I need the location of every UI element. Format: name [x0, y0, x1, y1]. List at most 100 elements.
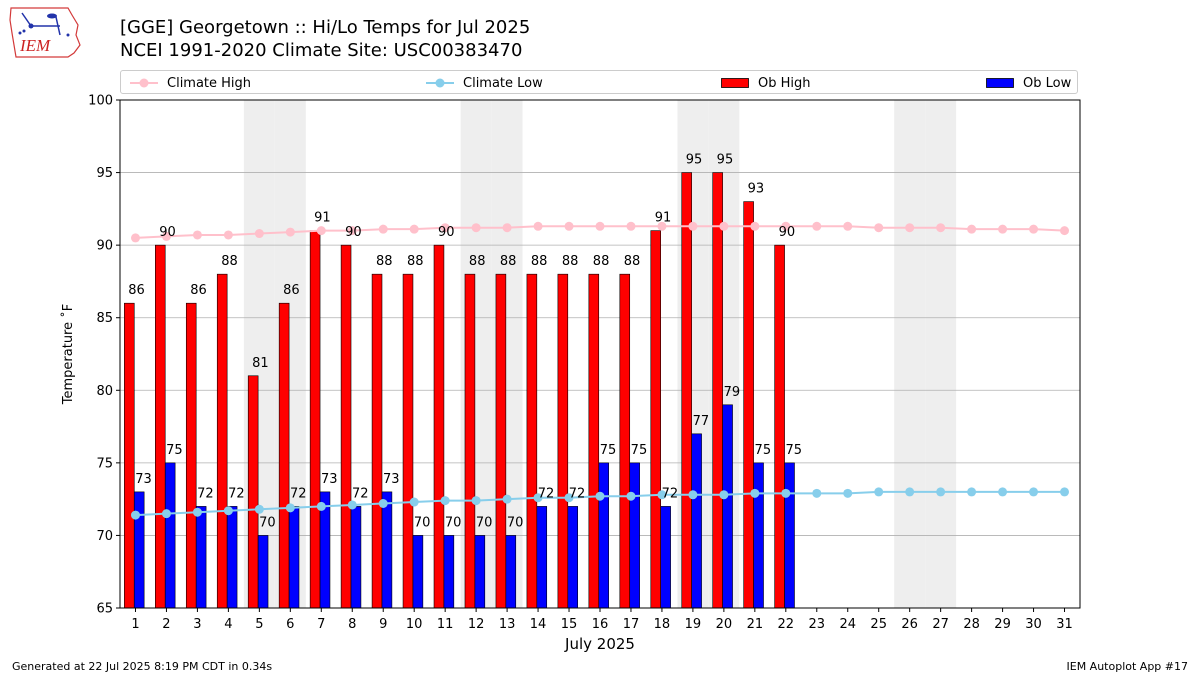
- ob-low-bar-13: [505, 535, 517, 609]
- ob-low-label-1: 73: [135, 472, 152, 487]
- ob-high-bar-1: [124, 302, 135, 609]
- x-tick-label-19: 19: [685, 617, 702, 632]
- ob-low-label-10: 70: [414, 515, 431, 530]
- x-tick-label-15: 15: [561, 617, 578, 632]
- ob-low-label-4: 72: [228, 486, 245, 501]
- x-tick-label-26: 26: [901, 617, 918, 632]
- legend-item-ob-low: Ob Low: [986, 74, 1071, 92]
- climate-high-point-14: [533, 221, 543, 231]
- climate-low-point-15: [564, 493, 574, 503]
- x-tick-label-2: 2: [162, 617, 170, 632]
- climate-high-point-18: [657, 221, 667, 231]
- climate-high-point-15: [564, 221, 574, 231]
- ob-high-label-18: 91: [655, 211, 672, 226]
- climate-low-point-28: [967, 487, 977, 497]
- x-tick-label-30: 30: [1025, 617, 1042, 632]
- ob-high-label-10: 88: [407, 254, 424, 269]
- ob-low-label-5: 70: [259, 515, 276, 530]
- x-axis-label: July 2025: [564, 635, 635, 653]
- x-tick-label-28: 28: [963, 617, 980, 632]
- ob-high-bar-3: [185, 302, 197, 609]
- legend-label-ob-low: Ob Low: [1023, 75, 1072, 91]
- ob-high-bar-4: [216, 273, 228, 609]
- climate-high-point-11: [440, 223, 450, 233]
- x-tick-label-22: 22: [778, 617, 795, 632]
- climate-high-point-20: [719, 221, 729, 231]
- climate-low-point-2: [161, 509, 171, 519]
- climate-low-point-22: [781, 488, 791, 498]
- ob-low-label-7: 73: [321, 472, 338, 487]
- climate-low-point-29: [998, 487, 1008, 497]
- ob-high-bar-19: [681, 172, 692, 609]
- climate-low-point-17: [626, 491, 636, 501]
- ob-high-bar-15: [557, 273, 569, 609]
- climate-low-point-26: [905, 487, 915, 497]
- climate-low-point-12: [471, 496, 481, 506]
- ob-high-label-4: 88: [221, 254, 238, 269]
- climate-high-point-5: [254, 229, 264, 239]
- ob-high-bar-5: [247, 375, 259, 609]
- ob-low-bar-1: [133, 491, 145, 609]
- climate-low-point-10: [409, 497, 419, 507]
- x-tick-label-27: 27: [932, 617, 949, 632]
- ob-low-bar-15: [567, 506, 579, 609]
- ob-high-label-8: 90: [345, 225, 362, 240]
- ob-high-label-2: 90: [159, 225, 176, 240]
- ob-low-bar-6: [288, 506, 300, 609]
- ob-low-bar-2: [164, 462, 176, 609]
- x-tick-label-17: 17: [623, 617, 640, 632]
- y-tick-label-75: 75: [96, 456, 113, 471]
- ob-high-swatch-icon: [721, 78, 749, 88]
- ob-low-label-15: 72: [569, 486, 586, 501]
- weekend-shade-27: [925, 100, 957, 608]
- weekend-shade-26: [894, 100, 926, 608]
- y-tick-label-65: 65: [96, 602, 113, 617]
- ob-high-bar-20: [712, 172, 723, 609]
- x-tick-label-1: 1: [131, 617, 139, 632]
- climate-low-point-14: [533, 493, 543, 503]
- ob-high-bar-11: [433, 244, 445, 609]
- ob-low-bar-21: [753, 462, 764, 609]
- legend-label-ob-high: Ob High: [758, 75, 811, 91]
- ob-low-label-16: 75: [600, 443, 617, 458]
- climate-low-point-3: [192, 507, 202, 517]
- legend: Climate High Climate Low Ob High Ob Low: [120, 70, 1078, 94]
- y-tick-label-90: 90: [96, 239, 113, 254]
- x-tick-label-10: 10: [406, 617, 423, 632]
- climate-low-point-5: [254, 504, 264, 514]
- climate-high-point-19: [688, 221, 698, 231]
- ob-high-bar-9: [371, 273, 383, 609]
- ob-high-label-1: 86: [128, 283, 145, 298]
- ob-low-label-18: 72: [662, 486, 679, 501]
- ob-low-label-6: 72: [290, 486, 307, 501]
- ob-high-bar-13: [495, 273, 507, 609]
- climate-high-point-30: [1029, 224, 1039, 234]
- climate-low-point-13: [502, 494, 512, 504]
- ob-high-bar-8: [340, 244, 352, 609]
- climate-high-point-16: [595, 221, 605, 231]
- ob-low-swatch-icon: [986, 78, 1014, 88]
- legend-item-climate-high: Climate High: [130, 74, 251, 92]
- ob-low-label-12: 70: [476, 515, 493, 530]
- x-tick-label-12: 12: [468, 617, 485, 632]
- ob-low-label-21: 75: [755, 443, 772, 458]
- ob-high-label-9: 88: [376, 254, 393, 269]
- x-tick-label-5: 5: [255, 617, 263, 632]
- x-tick-label-9: 9: [379, 617, 387, 632]
- climate-high-point-26: [905, 223, 915, 233]
- x-tick-label-3: 3: [193, 617, 201, 632]
- x-tick-label-6: 6: [286, 617, 294, 632]
- ob-low-bar-18: [660, 506, 671, 609]
- ob-low-bar-8: [350, 506, 362, 609]
- y-axis-label: Temperature ˚F: [60, 304, 76, 405]
- ob-high-label-5: 81: [252, 356, 269, 371]
- ob-high-bar-2: [155, 244, 166, 609]
- x-tick-label-24: 24: [839, 617, 856, 632]
- ob-high-label-21: 93: [748, 182, 765, 197]
- ob-high-label-22: 90: [779, 225, 796, 240]
- ob-low-label-19: 77: [693, 414, 710, 429]
- climate-high-point-29: [998, 224, 1008, 234]
- climate-high-point-13: [502, 223, 512, 233]
- ob-high-bar-10: [402, 273, 414, 609]
